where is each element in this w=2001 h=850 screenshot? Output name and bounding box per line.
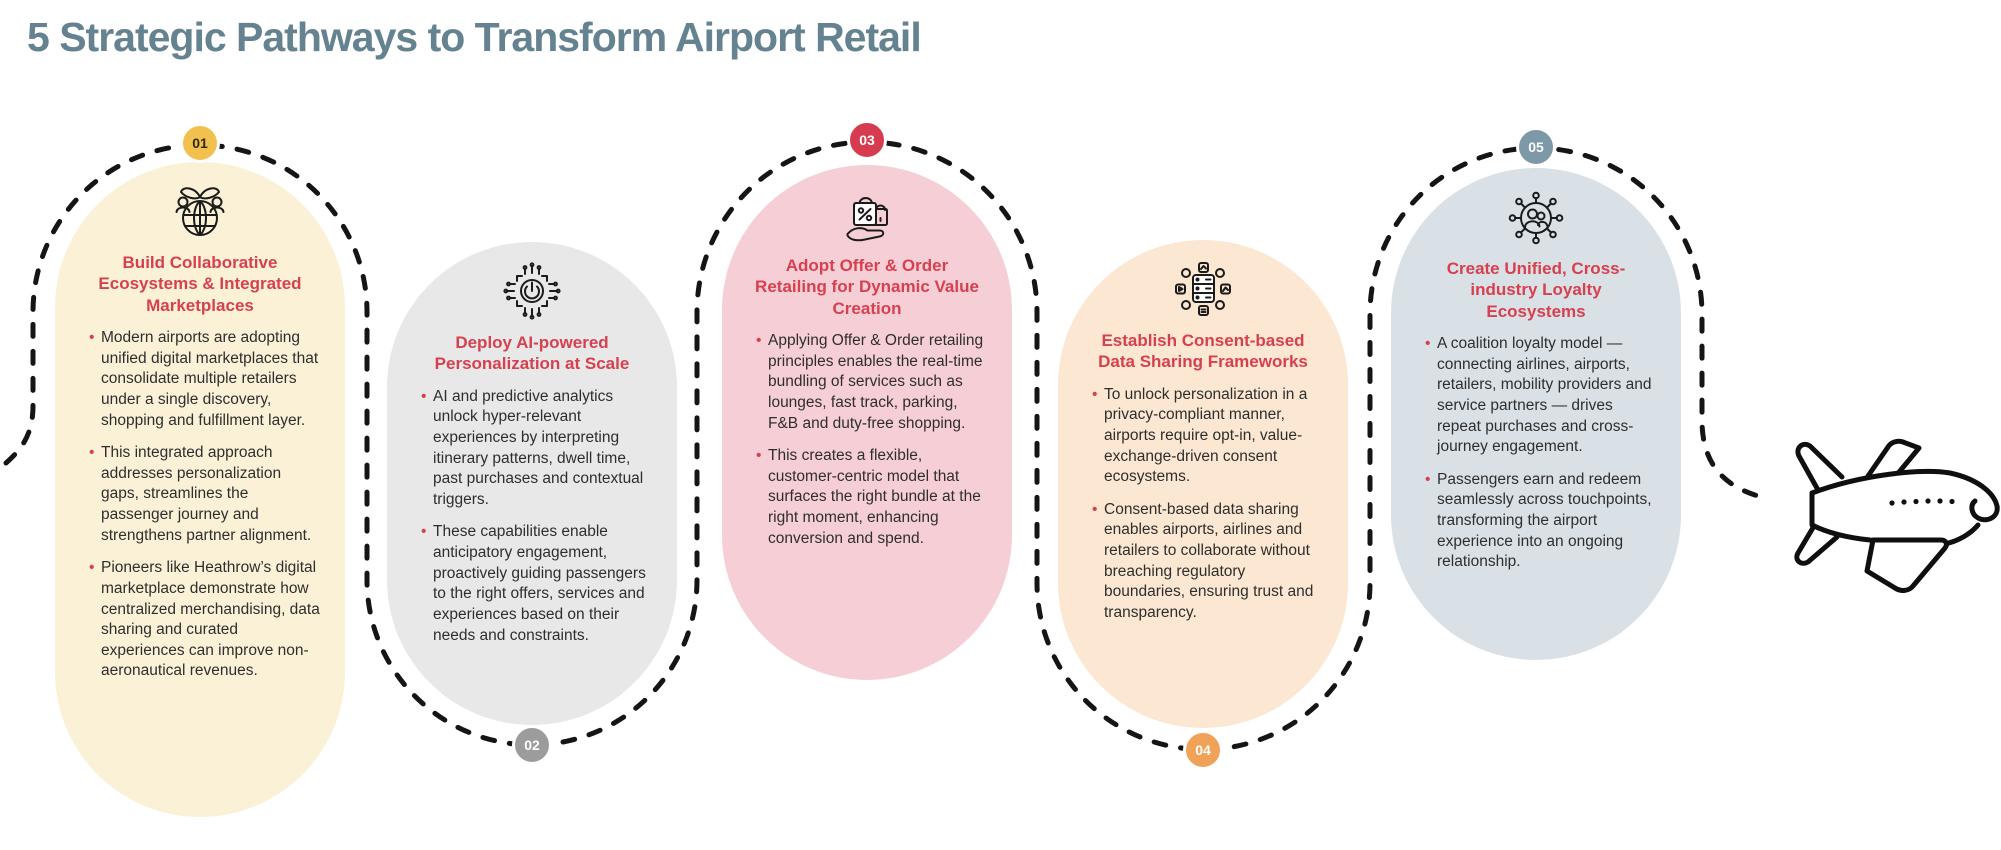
- card-bullets: • AI and predictive analytics unlock hype…: [387, 387, 677, 658]
- airplane-icon: [1794, 438, 2000, 593]
- card-bullets: • A coalition loyalty model — connecting …: [1391, 334, 1681, 585]
- bullet-dot: •: [1092, 500, 1098, 518]
- pathway-card-01: Build Collaborative Ecosystems & Integra…: [55, 162, 345, 817]
- step-badge-03: 03: [847, 120, 887, 160]
- collaboration-globe-icon: [168, 180, 232, 242]
- bullet-text: This creates a flexible, customer-centri…: [768, 447, 981, 547]
- bullet-dot: •: [89, 329, 95, 347]
- bullet-dot: •: [1425, 335, 1431, 353]
- ai-chip-icon: [500, 260, 564, 322]
- bullet-item: • To unlock personalization in a privacy-…: [1092, 385, 1326, 488]
- bullet-text: To unlock personalization in a privacy-c…: [1104, 385, 1308, 486]
- step-badge-02: 02: [512, 725, 552, 765]
- card-bullets: • Applying Offer & Order retailing princi…: [722, 331, 1012, 561]
- bullet-item: • This creates a flexible, customer-centr…: [756, 446, 990, 549]
- bullet-item: • Applying Offer & Order retailing princi…: [756, 331, 990, 434]
- pathway-card-04: Establish Consent-based Data Sharing Fra…: [1058, 240, 1348, 728]
- pathway-card-05: Create Unified, Cross-industry Loyalty E…: [1391, 168, 1681, 660]
- bullet-item: • AI and predictive analytics unlock hype…: [421, 387, 655, 511]
- bullet-text: Passengers earn and redeem seamlessly ac…: [1437, 470, 1652, 571]
- bullet-dot: •: [1092, 385, 1098, 403]
- card-heading: Build Collaborative Ecosystems & Integra…: [98, 253, 302, 315]
- bullet-dot: •: [1425, 470, 1431, 488]
- step-badge-04: 04: [1183, 730, 1223, 770]
- pathway-card-03: Adopt Offer & Order Retailing for Dynami…: [722, 165, 1012, 680]
- pathway-card-02: Deploy AI-powered Personalization at Sca…: [387, 242, 677, 725]
- bullet-text: A coalition loyalty model — connecting a…: [1437, 335, 1652, 456]
- bullet-text: These capabilities enable anticipatory e…: [433, 523, 646, 644]
- card-heading: Establish Consent-based Data Sharing Fra…: [1098, 331, 1308, 372]
- data-sharing-server-icon: [1171, 258, 1235, 320]
- card-bullets: • To unlock personalization in a privacy-…: [1058, 385, 1348, 636]
- bullet-dot: •: [89, 444, 95, 462]
- bullet-item: • Modern airports are adopting unified di…: [89, 328, 323, 431]
- bullet-dot: •: [421, 387, 427, 405]
- bullet-text: This integrated approach addresses perso…: [101, 444, 312, 544]
- card-bullets: • Modern airports are adopting unified di…: [55, 328, 345, 694]
- bullet-text: Pioneers like Heathrow’s digital marketp…: [101, 559, 320, 680]
- bullet-item: • This integrated approach addresses pers…: [89, 443, 323, 546]
- step-badge-01: 01: [180, 123, 220, 163]
- bullet-dot: •: [421, 523, 427, 541]
- card-heading: Deploy AI-powered Personalization at Sca…: [434, 333, 630, 374]
- offer-order-bag-icon: [835, 183, 899, 245]
- bullet-text: Applying Offer & Order retailing princip…: [768, 332, 984, 432]
- bullet-item: • A coalition loyalty model — connecting …: [1425, 334, 1659, 458]
- bullet-item: • Consent-based data sharing enables airp…: [1092, 500, 1326, 624]
- bullet-item: • These capabilities enable anticipatory …: [421, 522, 655, 646]
- bullet-text: Modern airports are adopting unified dig…: [101, 329, 319, 429]
- bullet-dot: •: [89, 559, 95, 577]
- card-heading: Adopt Offer & Order Retailing for Dynami…: [755, 256, 979, 318]
- page-title: 5 Strategic Pathways to Transform Airpor…: [27, 14, 922, 60]
- bullet-dot: •: [756, 332, 762, 350]
- card-heading: Create Unified, Cross-industry Loyalty E…: [1446, 259, 1626, 321]
- bullet-dot: •: [756, 447, 762, 465]
- step-badge-05: 05: [1516, 127, 1556, 167]
- loyalty-network-icon: [1504, 186, 1568, 248]
- bullet-text: AI and predictive analytics unlock hyper…: [433, 387, 644, 508]
- bullet-text: Consent-based data sharing enables airpo…: [1104, 500, 1314, 621]
- bullet-item: • Pioneers like Heathrow’s digital market…: [89, 558, 323, 682]
- bullet-item: • Passengers earn and redeem seamlessly a…: [1425, 470, 1659, 573]
